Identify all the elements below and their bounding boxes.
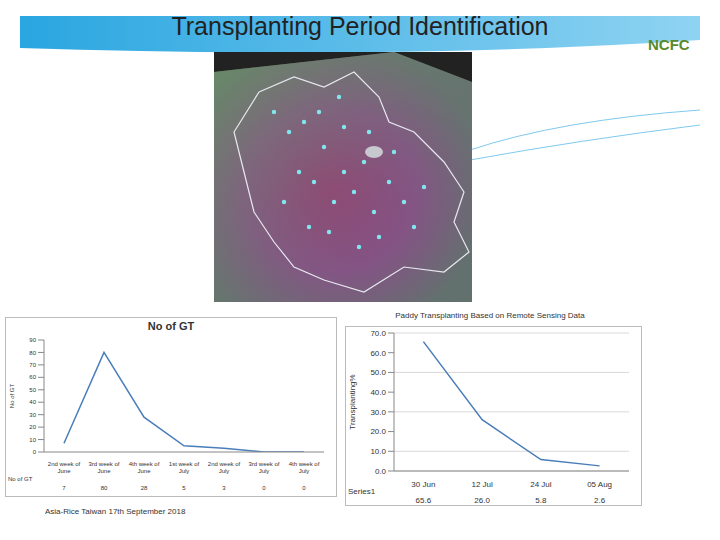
svg-text:4th week of: 4th week of: [289, 461, 320, 467]
svg-text:10.0: 10.0: [370, 447, 386, 456]
html-text:Series1: Series1: [348, 487, 376, 496]
svg-text:Transplanting%: Transplanting%: [348, 374, 357, 429]
svg-text:July: July: [299, 468, 310, 474]
svg-text:July: July: [259, 468, 270, 474]
svg-text:30 Jun: 30 Jun: [411, 480, 435, 489]
svg-text:80: 80: [101, 485, 108, 491]
svg-text:2nd week of: 2nd week of: [48, 461, 81, 467]
svg-text:June: June: [57, 468, 71, 474]
svg-text:24 Jul: 24 Jul: [530, 480, 552, 489]
svg-text:50.0: 50.0: [370, 368, 386, 377]
svg-text:10: 10: [29, 437, 36, 443]
html-text:No of GT: No of GT: [8, 476, 33, 482]
svg-text:5: 5: [182, 485, 186, 491]
svg-text:5.8: 5.8: [535, 496, 547, 503]
svg-text:70.0: 70.0: [370, 329, 386, 338]
svg-text:05 Aug: 05 Aug: [587, 480, 612, 489]
svg-text:50: 50: [29, 387, 36, 393]
svg-text:40: 40: [29, 399, 36, 405]
svg-text:3: 3: [222, 485, 226, 491]
svg-text:3rd week of: 3rd week of: [88, 461, 119, 467]
svg-text:26.0: 26.0: [474, 496, 490, 503]
html-text:Asia-Rice Taiwan 17th Septembe: Asia-Rice Taiwan 17th September 2018: [45, 507, 186, 516]
svg-text:7: 7: [62, 485, 66, 491]
svg-text:2nd week of: 2nd week of: [208, 461, 241, 467]
svg-text:1st week of: 1st week of: [169, 461, 200, 467]
svg-text:July: July: [219, 468, 230, 474]
svg-text:65.6: 65.6: [416, 496, 432, 503]
svg-text:60: 60: [29, 374, 36, 380]
svg-text:40.0: 40.0: [370, 388, 386, 397]
svg-text:80: 80: [29, 350, 36, 356]
svg-text:60.0: 60.0: [370, 349, 386, 358]
svg-text:30: 30: [29, 412, 36, 418]
svg-text:No of GT: No of GT: [9, 383, 15, 408]
svg-text:2.6: 2.6: [594, 496, 606, 503]
svg-text:12 Jul: 12 Jul: [471, 480, 493, 489]
html-text:NCFC: NCFC: [648, 36, 690, 53]
svg-text:0: 0: [302, 485, 306, 491]
svg-text:20.0: 20.0: [370, 427, 386, 436]
html-text:Transplanting Period Identific: Transplanting Period Identification: [171, 12, 549, 40]
svg-text:June: June: [97, 468, 111, 474]
svg-text:90: 90: [29, 337, 36, 343]
svg-text:3rd week of: 3rd week of: [248, 461, 279, 467]
svg-text:0: 0: [262, 485, 266, 491]
svg-text:70: 70: [29, 362, 36, 368]
html-text:Paddy Transplanting Based on R: Paddy Transplanting Based on Remote Sens…: [395, 311, 585, 320]
svg-text:June: June: [137, 468, 151, 474]
svg-text:July: July: [179, 468, 190, 474]
svg-text:0.0: 0.0: [375, 467, 387, 476]
html-text:No of GT: No of GT: [147, 320, 195, 332]
svg-text:4th week of: 4th week of: [129, 461, 160, 467]
svg-text:28: 28: [141, 485, 148, 491]
svg-text:30.0: 30.0: [370, 408, 386, 417]
svg-text:0: 0: [33, 449, 37, 455]
svg-text:20: 20: [29, 424, 36, 430]
